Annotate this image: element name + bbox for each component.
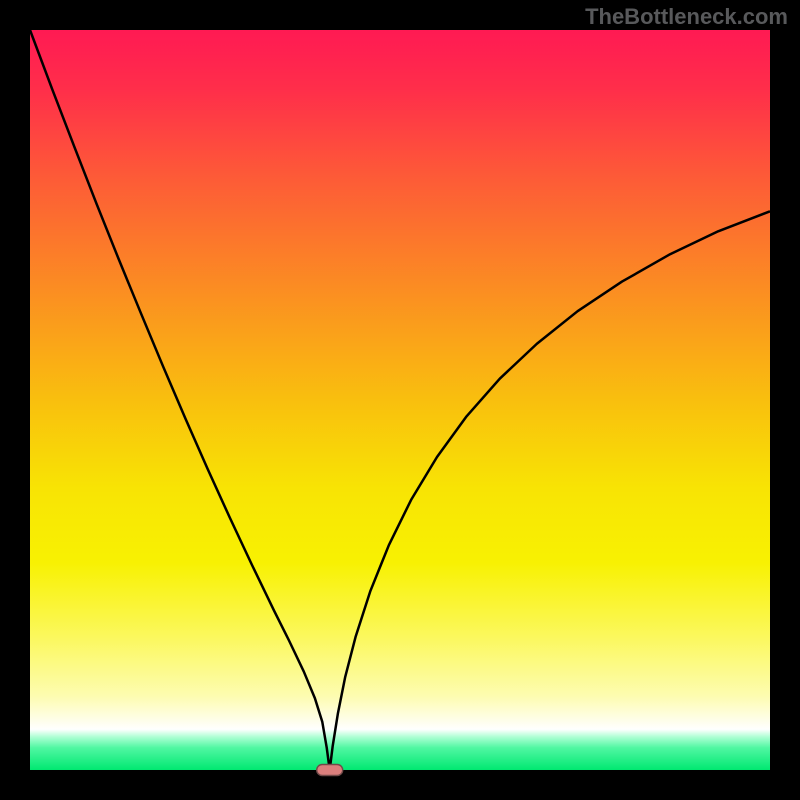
- plot-background: [30, 30, 770, 770]
- bottleneck-chart: [0, 0, 800, 800]
- chart-container: TheBottleneck.com: [0, 0, 800, 800]
- optimum-marker: [317, 765, 343, 776]
